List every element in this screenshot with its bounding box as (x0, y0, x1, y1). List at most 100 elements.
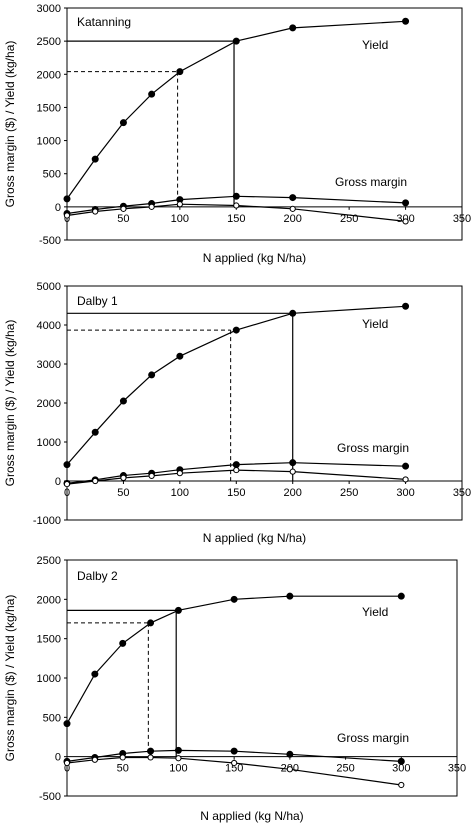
series-0-point (397, 592, 405, 600)
series-1-point (286, 750, 294, 758)
series-line-0 (66, 595, 402, 724)
x-tick-label: 300 (396, 487, 414, 499)
series-2-point (233, 202, 240, 209)
y-tick-label: 1500 (37, 102, 61, 114)
x-tick-label: 150 (225, 763, 243, 775)
series-1-point (232, 192, 240, 200)
series-2-point (63, 759, 71, 767)
x-tick-label: 300 (392, 763, 410, 775)
series-2-point (148, 203, 155, 210)
series-2-point (289, 468, 296, 475)
series-0-point (119, 397, 127, 405)
y-tick-label: 3000 (37, 3, 61, 15)
series-0-point (91, 155, 99, 163)
series-2-point (402, 476, 409, 483)
x-tick-label: 50 (117, 213, 129, 225)
series-2-point (175, 755, 182, 762)
series-1-point (397, 757, 405, 765)
series-0-point (63, 720, 71, 728)
x-tick-label: 100 (171, 213, 189, 225)
y-tick-label: 2500 (37, 36, 61, 48)
series-0-point (402, 302, 410, 310)
series-2-point (120, 205, 127, 212)
series-1-point (289, 194, 297, 202)
y-tick-label: 1000 (37, 136, 61, 148)
site-label: Dalby 2 (77, 569, 118, 583)
series-0-point (286, 592, 294, 600)
series-2-point (147, 754, 154, 761)
series-0-point (119, 639, 127, 647)
x-tick-label: 100 (171, 487, 189, 499)
series-2-point (286, 766, 293, 773)
series-2-point (176, 201, 183, 208)
series-2-point (398, 781, 405, 789)
y-tick-label: 2000 (37, 69, 61, 81)
y-tick-label: 0 (55, 476, 61, 488)
series-2-point (120, 474, 127, 481)
gross-margin-curve-label: Gross margin (335, 175, 407, 189)
series-0-point (232, 37, 240, 45)
series-2-point (148, 472, 155, 480)
x-tick-label: 200 (284, 487, 302, 499)
series-2-point (176, 470, 183, 477)
x-tick-label: 0 (64, 213, 70, 225)
x-tick-label: 50 (117, 763, 129, 775)
x-axis-title: N applied (kg N/ha) (203, 251, 306, 265)
gross-margin-curve-label: Gross margin (337, 731, 409, 745)
y-tick-label: 500 (43, 169, 61, 181)
series-1-point (230, 747, 238, 755)
y-tick-label: 0 (55, 752, 61, 764)
x-tick-label: 100 (169, 763, 187, 775)
x-tick-label: 0 (64, 487, 70, 499)
series-0-point (148, 90, 156, 98)
series-1-point (402, 462, 410, 470)
series-2-point (92, 477, 99, 485)
series-2-point (63, 212, 71, 219)
plot-frame (66, 7, 463, 241)
series-line-1 (66, 195, 406, 215)
series-0-point (148, 371, 156, 379)
series-2-point (63, 481, 71, 488)
y-tick-label: -500 (39, 235, 61, 247)
x-tick-label: 150 (227, 487, 245, 499)
series-line-1 (66, 462, 406, 484)
series-line-0 (66, 305, 406, 465)
chart-svg-dalby-2: -500050010001500200025000501001502002503… (3, 555, 466, 823)
y-tick-label: 1000 (37, 437, 61, 449)
series-0-point (119, 119, 127, 127)
series-2-point (231, 759, 238, 767)
chart-svg-dalby-1: -1000 0 1000 2000 3000 4000 5000 0 50 100 150 200 25… (3, 281, 471, 545)
y-tick-label: 2000 (37, 594, 61, 606)
series-0-point (174, 606, 182, 614)
series-0-point (232, 326, 240, 334)
series-0-point (63, 195, 71, 203)
site-label: Dalby 1 (77, 294, 118, 308)
chart-panel-katanning: -500 0 500 1000 1500 2000 2500 3000 0 50 100 150 200… (0, 0, 474, 268)
series-0-point (402, 17, 410, 25)
y-tick-label: 3000 (37, 359, 61, 371)
series-line-2 (66, 756, 402, 786)
y-axis-title: Gross margin ($) / Yield (kg/ha) (3, 320, 17, 487)
series-line-0 (66, 20, 406, 200)
x-tick-label: 350 (448, 763, 466, 775)
y-axis-title: Gross margin ($) / Yield (kg/ha) (3, 595, 17, 762)
y-tick-label: -500 (39, 791, 61, 803)
series-1-point (289, 459, 297, 467)
series-0-point (289, 309, 297, 317)
series-0-point (230, 595, 238, 603)
series-0-point (176, 68, 184, 76)
chart-panel-dalby-1: -1000 0 1000 2000 3000 4000 5000 0 50 100 150 200 25… (0, 276, 474, 545)
x-tick-label: 150 (227, 213, 245, 225)
y-tick-label: 0 (55, 202, 61, 214)
series-1-point (174, 746, 182, 754)
series-0-point (91, 428, 99, 436)
y-tick-label: 1000 (37, 673, 61, 685)
yield-curve-label: Yield (362, 605, 388, 619)
series-0-point (91, 670, 99, 678)
series-2-point (91, 756, 98, 763)
y-tick-label: 2500 (37, 555, 61, 567)
y-tick-label: 5000 (37, 281, 61, 293)
x-axis-title: N applied (kg N/ha) (203, 531, 306, 545)
series-1-point (147, 747, 155, 755)
